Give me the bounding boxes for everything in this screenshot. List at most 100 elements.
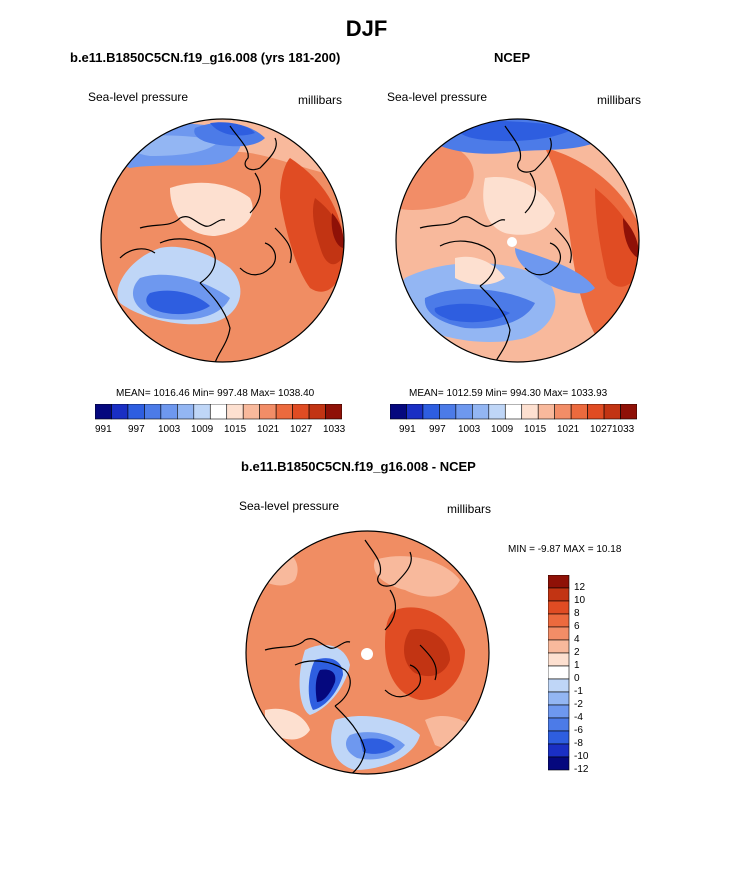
colorbar-obs-tick: 991	[399, 424, 416, 435]
colorbar-swatch	[504, 404, 523, 420]
colorbar-model-ticks: 991 997 1003 1009 1015 1021 1027 1033	[95, 424, 345, 438]
colorbar-diff-tick: -8	[574, 738, 583, 749]
panel-obs-variable: Sea-level pressure	[387, 90, 488, 104]
colorbar-diff-boxes	[548, 575, 570, 771]
colorbar-diff-tick: -4	[574, 712, 583, 723]
colorbar-swatch	[177, 404, 195, 420]
colorbar-diff	[548, 575, 570, 771]
colorbar-diff-tick: -1	[574, 686, 583, 697]
map-obs	[395, 118, 640, 363]
panel-model-title: b.e11.B1850C5CN.f19_g16.008 (yrs 181-200…	[70, 50, 341, 65]
colorbar-model-tick: 1015	[224, 424, 247, 435]
colorbar-diff-ticks: 12 10 8 6 4 2 1 0 -1 -2 -4 -6 -8 -10 -12	[574, 582, 614, 782]
colorbar-swatch	[209, 404, 228, 420]
colorbar-model	[95, 404, 342, 420]
colorbar-swatch	[390, 404, 407, 420]
colorbar-swatch	[548, 587, 570, 602]
panel-obs-title: NCEP	[494, 50, 531, 65]
colorbar-model-tick: 1027	[290, 424, 313, 435]
colorbar-swatch	[259, 404, 277, 420]
colorbar-diff-tick: -2	[574, 699, 583, 710]
panel-diff-units: millibars	[447, 502, 492, 516]
map-obs-field	[396, 119, 639, 362]
colorbar-swatch	[548, 743, 570, 758]
colorbar-swatch	[537, 404, 555, 420]
coastlines	[419, 125, 572, 362]
colorbar-model-tick: 1003	[158, 424, 181, 435]
colorbar-diff-tick: 2	[574, 647, 580, 658]
colorbar-obs-boxes	[390, 404, 637, 420]
coastlines	[119, 125, 292, 362]
panel-model-stats: MEAN= 1016.46 Min= 997.48 Max= 1038.40	[116, 388, 315, 399]
colorbar-obs-tick: 1027	[590, 424, 613, 435]
colorbar-diff-tick: 1	[574, 660, 580, 671]
colorbar-diff-tick: 12	[574, 582, 586, 593]
colorbar-diff-tick: -12	[574, 764, 589, 775]
colorbar-obs-ticks: 991 997 1003 1009 1015 1021 1027 1033	[390, 424, 640, 438]
colorbar-diff-tick: 4	[574, 634, 580, 645]
colorbar-diff-tick: 0	[574, 673, 580, 684]
colorbar-swatch	[548, 678, 570, 693]
colorbar-model-tick: 997	[128, 424, 145, 435]
colorbar-swatch	[308, 404, 326, 420]
colorbar-swatch	[548, 575, 570, 589]
panel-diff-variable: Sea-level pressure	[239, 499, 340, 513]
panel-diff-title: b.e11.B1850C5CN.f19_g16.008 - NCEP	[241, 459, 476, 474]
colorbar-obs	[390, 404, 637, 420]
colorbar-swatch	[548, 691, 570, 706]
colorbar-swatch	[488, 404, 506, 420]
colorbar-diff-tick: -6	[574, 725, 583, 736]
colorbar-swatch	[160, 404, 178, 420]
colorbar-swatch	[548, 652, 570, 667]
colorbar-model-tick: 1009	[191, 424, 214, 435]
panel-model-units: millibars	[298, 93, 343, 107]
colorbar-swatch	[548, 639, 570, 654]
panel-model-variable: Sea-level pressure	[88, 90, 189, 104]
colorbar-swatch	[521, 404, 539, 420]
colorbar-obs-tick: 1015	[524, 424, 547, 435]
colorbar-obs-tick: 997	[429, 424, 446, 435]
colorbar-swatch	[275, 404, 293, 420]
colorbar-swatch	[455, 404, 473, 420]
colorbar-swatch	[548, 756, 570, 771]
colorbar-swatch	[548, 626, 570, 641]
colorbar-swatch	[95, 404, 112, 420]
colorbar-obs-tick: 1021	[557, 424, 580, 435]
colorbar-swatch	[548, 730, 570, 745]
colorbar-model-boxes	[95, 404, 342, 420]
colorbar-swatch	[603, 404, 621, 420]
main-title: DJF	[345, 16, 388, 41]
colorbar-swatch	[548, 665, 570, 680]
colorbar-model-tick: 1033	[323, 424, 346, 435]
colorbar-swatch	[111, 404, 129, 420]
colorbar-swatch	[620, 404, 637, 420]
colorbar-swatch	[422, 404, 440, 420]
map-diff-field	[246, 531, 489, 774]
panel-obs-units: millibars	[597, 93, 642, 107]
colorbar-swatch	[144, 404, 162, 420]
colorbar-swatch	[587, 404, 605, 420]
panel-diff-stats: MIN = -9.87 MAX = 10.18	[508, 544, 622, 555]
colorbar-swatch	[127, 404, 145, 420]
colorbar-diff-tick: -10	[574, 751, 589, 762]
colorbar-diff-tick: 6	[574, 621, 580, 632]
colorbar-swatch	[472, 404, 490, 420]
colorbar-swatch	[548, 717, 570, 732]
map-model	[100, 118, 345, 363]
colorbar-swatch	[439, 404, 457, 420]
colorbar-model-tick: 1021	[257, 424, 280, 435]
colorbar-obs-tick: 1003	[458, 424, 481, 435]
colorbar-swatch	[548, 704, 570, 719]
colorbar-swatch	[242, 404, 260, 420]
panel-obs-stats: MEAN= 1012.59 Min= 994.30 Max= 1033.93	[409, 388, 608, 399]
colorbar-model-tick: 991	[95, 424, 112, 435]
colorbar-swatch	[226, 404, 244, 420]
colorbar-swatch	[292, 404, 310, 420]
colorbar-obs-tick: 1033	[612, 424, 635, 435]
colorbar-swatch	[570, 404, 588, 420]
colorbar-swatch	[406, 404, 424, 420]
colorbar-obs-tick: 1009	[491, 424, 514, 435]
map-diff	[245, 530, 490, 775]
colorbar-swatch	[548, 613, 570, 628]
map-model-field	[101, 119, 344, 362]
